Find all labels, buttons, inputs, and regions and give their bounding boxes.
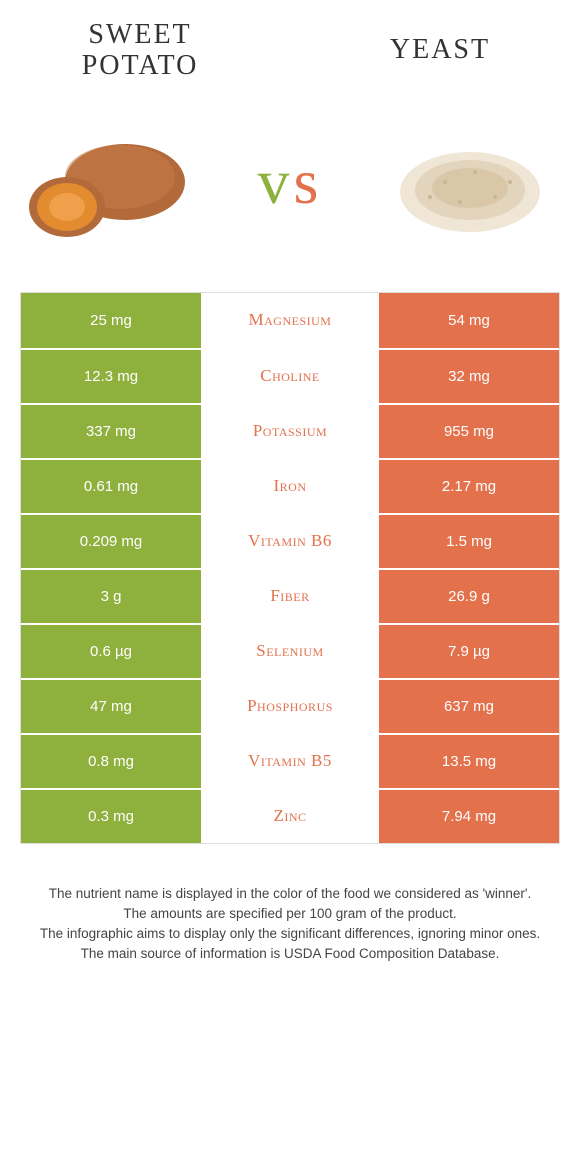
nutrient-label: Selenium: [201, 625, 379, 678]
table-row: 0.6 µgSelenium7.9 µg: [21, 623, 559, 678]
table-row: 0.3 mgZinc7.94 mg: [21, 788, 559, 843]
nutrient-label: Zinc: [201, 790, 379, 843]
left-food-title-line2: potato: [40, 51, 240, 82]
right-value: 54 mg: [379, 293, 559, 348]
left-value: 0.6 µg: [21, 625, 201, 678]
table-row: 25 mgMagnesium54 mg: [21, 293, 559, 348]
table-row: 12.3 mgCholine32 mg: [21, 348, 559, 403]
footer-line-4: The main source of information is USDA F…: [30, 944, 550, 964]
footer-line-2: The amounts are specified per 100 gram o…: [30, 904, 550, 924]
right-value: 1.5 mg: [379, 515, 559, 568]
nutrient-label: Vitamin B5: [201, 735, 379, 788]
right-value: 32 mg: [379, 350, 559, 403]
nutrient-label: Magnesium: [201, 293, 379, 348]
right-value: 637 mg: [379, 680, 559, 733]
footer-line-3: The infographic aims to display only the…: [30, 924, 550, 944]
left-value: 3 g: [21, 570, 201, 623]
table-row: 0.209 mgVitamin B61.5 mg: [21, 513, 559, 568]
sweet-potato-icon: [20, 102, 200, 262]
nutrient-label: Potassium: [201, 405, 379, 458]
right-value: 26.9 g: [379, 570, 559, 623]
vs-v: v: [258, 146, 294, 217]
nutrient-label: Phosphorus: [201, 680, 379, 733]
footer-line-1: The nutrient name is displayed in the co…: [30, 884, 550, 904]
table-row: 3 gFiber26.9 g: [21, 568, 559, 623]
left-value: 0.209 mg: [21, 515, 201, 568]
table-row: 0.8 mgVitamin B513.5 mg: [21, 733, 559, 788]
images-row: vs: [0, 92, 580, 292]
left-value: 337 mg: [21, 405, 201, 458]
left-food-title-line1: Sweet: [40, 20, 240, 51]
left-value: 0.8 mg: [21, 735, 201, 788]
table-row: 337 mgPotassium955 mg: [21, 403, 559, 458]
table-row: 0.61 mgIron2.17 mg: [21, 458, 559, 513]
nutrient-label: Vitamin B6: [201, 515, 379, 568]
left-value: 12.3 mg: [21, 350, 201, 403]
table-row: 47 mgPhosphorus637 mg: [21, 678, 559, 733]
nutrient-label: Iron: [201, 460, 379, 513]
nutrient-label: Fiber: [201, 570, 379, 623]
right-value: 7.94 mg: [379, 790, 559, 843]
right-value: 955 mg: [379, 405, 559, 458]
vs-s: s: [294, 146, 323, 217]
yeast-icon: [380, 102, 560, 262]
header: Sweet potato Yeast: [0, 0, 580, 92]
right-value: 7.9 µg: [379, 625, 559, 678]
left-value: 25 mg: [21, 293, 201, 348]
right-food-title: Yeast: [340, 35, 540, 66]
vs-label: vs: [258, 145, 323, 219]
footer-notes: The nutrient name is displayed in the co…: [0, 844, 580, 985]
left-value: 47 mg: [21, 680, 201, 733]
right-value: 13.5 mg: [379, 735, 559, 788]
right-value: 2.17 mg: [379, 460, 559, 513]
left-value: 0.3 mg: [21, 790, 201, 843]
left-value: 0.61 mg: [21, 460, 201, 513]
nutrient-label: Choline: [201, 350, 379, 403]
nutrient-table: 25 mgMagnesium54 mg12.3 mgCholine32 mg33…: [20, 292, 560, 844]
left-food-title: Sweet potato: [40, 20, 240, 82]
